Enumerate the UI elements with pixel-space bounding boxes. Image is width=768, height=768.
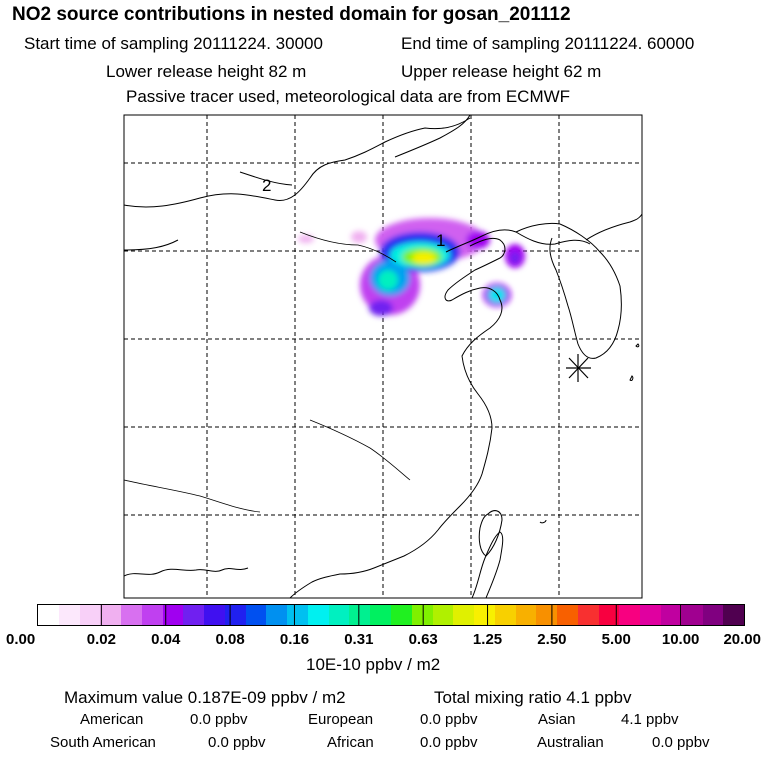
colorbar-tick-label: 5.00 <box>601 631 631 648</box>
end-time-label: End time of sampling 20111224. 60000 <box>401 34 695 53</box>
colorbar-swatch <box>681 605 703 625</box>
colorbar-swatch <box>287 605 308 625</box>
european-value: 0.0 ppbv <box>420 711 478 728</box>
colorbar-swatch <box>723 605 745 625</box>
colorbar-swatch <box>245 605 267 625</box>
colorbar-units: 10E-10 ppbv / m2 <box>306 655 441 674</box>
colorbar-swatch <box>141 605 163 625</box>
african-value: 0.0 ppbv <box>420 734 478 751</box>
american-label: American <box>80 711 144 728</box>
coastlines <box>124 115 642 598</box>
south-american-value: 0.0 ppbv <box>208 734 266 751</box>
colorbar-swatch <box>557 605 578 625</box>
colorbar-swatch <box>162 605 184 625</box>
colorbar-swatch <box>494 605 516 625</box>
colorbar-tick-label: 0.02 <box>86 631 116 648</box>
colorbar-swatch <box>598 605 620 625</box>
colorbar-tick-label: 0.08 <box>215 631 245 648</box>
region-label-1: 1 <box>436 231 445 250</box>
no2-plume <box>298 218 525 316</box>
african-label: African <box>327 734 374 751</box>
colorbar-tick-label: 0.04 <box>151 631 181 648</box>
colorbar-swatch <box>266 605 288 625</box>
colorbar-swatch <box>411 605 433 625</box>
colorbar-tick-label: 1.25 <box>472 631 503 648</box>
provincial-borders <box>124 231 411 513</box>
colorbar-swatch <box>391 605 412 625</box>
australian-value: 0.0 ppbv <box>652 734 710 751</box>
colorbar-swatch <box>453 605 475 625</box>
asian-value: 4.1 ppbv <box>621 711 679 728</box>
colorbar-swatch <box>577 605 599 625</box>
upper-height-label: Upper release height 62 m <box>401 62 602 81</box>
maximum-value-label: Maximum value 0.187E-09 ppbv / m2 <box>64 688 346 707</box>
colorbar-swatch <box>370 605 392 625</box>
total-mixing-ratio-label: Total mixing ratio 4.1 ppbv <box>434 688 632 707</box>
colorbar-swatch <box>660 605 682 625</box>
colorbar-swatch <box>619 605 641 625</box>
colorbar-swatch <box>640 605 661 625</box>
asian-label: Asian <box>538 711 576 728</box>
colorbar-swatch <box>121 605 142 625</box>
tracer-note: Passive tracer used, meteorological data… <box>126 87 571 106</box>
lat-lon-grid <box>124 115 642 598</box>
map-frame <box>123 114 643 599</box>
colorbar-swatch <box>432 605 454 625</box>
european-label: European <box>308 711 374 728</box>
colorbar-tick-label: 10.00 <box>661 631 700 648</box>
colorbar-swatch <box>58 605 80 625</box>
colorbar-swatch <box>204 605 225 625</box>
colorbar-swatch <box>100 605 122 625</box>
asterisk-station-icon <box>566 354 591 382</box>
colorbar-tick-label: 0.16 <box>279 631 310 648</box>
colorbar-swatch <box>38 605 59 625</box>
colorbar-swatch <box>183 605 205 625</box>
american-value: 0.0 ppbv <box>190 711 248 728</box>
colorbar-swatch <box>349 605 371 625</box>
colorbar-swatch <box>474 605 495 625</box>
colorbar <box>37 604 745 626</box>
colorbar-swatch <box>307 605 329 625</box>
taiwan-outline <box>478 510 503 557</box>
lower-height-label: Lower release height 82 m <box>106 62 307 81</box>
colorbar-swatch <box>702 605 724 625</box>
australian-label: Australian <box>537 734 604 751</box>
colorbar-dividers <box>37 604 745 626</box>
colorbar-tick-label: 20.00 <box>723 631 761 648</box>
region-label-2: 2 <box>262 176 271 195</box>
colorbar-swatch <box>79 605 101 625</box>
colorbar-tick-label: 0.00 <box>6 631 36 648</box>
colorbar-swatch <box>328 605 350 625</box>
colorbar-tick-label: 0.63 <box>408 631 438 648</box>
page-title: NO2 source contributions in nested domai… <box>12 4 571 25</box>
colorbar-tick-label: 0.31 <box>344 631 374 648</box>
colorbar-swatch <box>515 605 537 625</box>
south-american-label: South American <box>50 734 156 751</box>
start-time-label: Start time of sampling 20111224. 30000 <box>24 34 323 53</box>
colorbar-tick-label: 2.50 <box>537 631 567 648</box>
